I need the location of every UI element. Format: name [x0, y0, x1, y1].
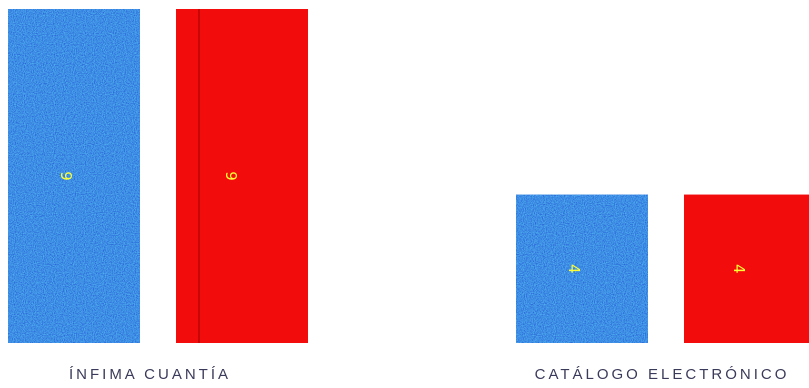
bars-layer: [8, 9, 809, 343]
bar-series2-infima-cuantia: [176, 9, 308, 343]
category-label: ÍNFIMA CUANTÍA: [69, 366, 231, 383]
data-label: 9: [222, 171, 240, 181]
labels-layer: 9 9 4 4: [57, 171, 748, 273]
bar-series1-catalogo-electronico: [516, 194, 648, 343]
data-label: 4: [730, 264, 748, 274]
data-label: 9: [57, 171, 75, 181]
bar-series2-catalogo-electronico: [684, 194, 809, 343]
category-labels: ÍNFIMA CUANTÍA CATÁLOGO ELECTRÓNICO: [69, 366, 790, 383]
data-label: 4: [565, 264, 583, 274]
bar-series1-infima-cuantia: [8, 9, 140, 343]
category-label: CATÁLOGO ELECTRÓNICO: [535, 366, 790, 383]
